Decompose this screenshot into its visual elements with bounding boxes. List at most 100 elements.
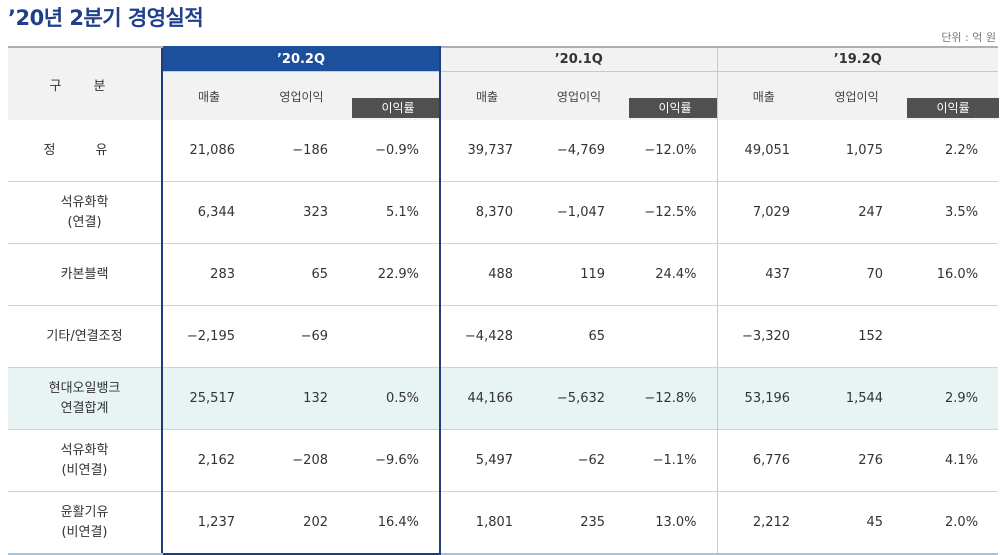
table-row: 석유화학 (연결) 6,344 323 5.1% 8,370 −1,047 −12.5% 7,0…	[8, 181, 999, 244]
table-cell: −3,320	[717, 305, 811, 368]
table-cell: −2,195	[161, 305, 255, 368]
row-label-line: 석유화학	[60, 194, 109, 210]
sub-header-margin: 이익률	[348, 71, 444, 120]
table-cell: 25,517	[161, 367, 255, 430]
row-label-line: 윤활기유	[60, 504, 109, 520]
sub-header-margin: 이익률	[903, 71, 1000, 120]
table-cell: 2.9%	[903, 367, 999, 430]
table-cell: 70	[810, 243, 904, 306]
row-label-line: 기타/연결조정	[46, 328, 123, 344]
sub-header-sales: 매출	[440, 71, 534, 120]
table-cell: 16.0%	[903, 243, 999, 306]
table-cell: −62	[533, 429, 626, 492]
period-header-2020q1: ’20.1Q	[440, 46, 718, 72]
table-cell: 5,497	[440, 429, 534, 492]
table-cell: 2.0%	[903, 491, 999, 555]
table-cell: −4,428	[440, 305, 534, 368]
row-label-line: (비연결)	[61, 524, 108, 540]
table-cell: 65	[533, 305, 626, 368]
table-cell	[348, 305, 442, 368]
table-cell: 4.1%	[903, 429, 999, 492]
sub-header-operating-profit: 영업이익	[255, 71, 348, 120]
table-row: 석유화학 (비연결) 2,162 −208 −9.6% 5,497 −62 −1.1% 6,77…	[8, 429, 999, 492]
table-cell: 6,344	[161, 181, 255, 244]
page-title: ’20년 2분기 경영실적	[8, 6, 204, 30]
row-label-line: (연결)	[67, 214, 102, 230]
table-cell: 8,370	[440, 181, 534, 244]
table-cell: 488	[440, 243, 534, 306]
sub-header-sales: 매출	[717, 71, 811, 120]
table-cell: 1,237	[161, 491, 255, 555]
table-cell: 247	[810, 181, 904, 244]
table-cell: −5,632	[533, 367, 626, 430]
table-cell: 119	[533, 243, 626, 306]
table-cell: 53,196	[717, 367, 811, 430]
table-row: 윤활기유 (비연결) 1,237 202 16.4% 1,801 235 13.0% 2,212…	[8, 491, 999, 555]
table-cell: 1,544	[810, 367, 904, 430]
table-cell: 13.0%	[625, 491, 718, 555]
table-cell: −9.6%	[348, 429, 442, 492]
table-cell: −12.8%	[625, 367, 718, 430]
table-cell: 6,776	[717, 429, 811, 492]
row-label-line: 현대오일뱅크	[48, 380, 121, 396]
margin-label: 이익률	[907, 98, 1000, 118]
row-label-line: 석유화학	[60, 442, 109, 458]
row-label-line: 정 유	[43, 142, 126, 158]
row-label: 정 유	[8, 120, 163, 182]
table-row: 정 유 21,086 −186 −0.9% 39,737 −4,769 −12.0% 49,0…	[8, 120, 999, 182]
category-header: 구 분	[8, 46, 163, 120]
sub-header-operating-profit: 영업이익	[533, 71, 626, 120]
table-cell: 65	[255, 243, 348, 306]
table-cell: −208	[255, 429, 348, 492]
unit-label: 단위 : 억 원	[941, 31, 996, 44]
sub-header-operating-profit: 영업이익	[810, 71, 904, 120]
period-header-2020q2: ’20.2Q	[160, 46, 442, 72]
table-row: 카본블랙 283 65 22.9% 488 119 24.4% 437 70 16.0%	[8, 243, 999, 306]
table-cell: 235	[533, 491, 626, 555]
table-cell: −12.5%	[625, 181, 718, 244]
table-cell: 1,801	[440, 491, 534, 555]
table-cell	[903, 305, 999, 368]
table-row: 현대오일뱅크 연결합계 25,517 132 0.5% 44,166 −5,632 −12.8…	[8, 367, 999, 430]
table-cell: −0.9%	[348, 120, 442, 182]
table-cell: 21,086	[161, 120, 255, 182]
table-cell: −4,769	[533, 120, 626, 182]
row-label: 기타/연결조정	[8, 305, 163, 368]
table-cell: 39,737	[440, 120, 534, 182]
table-cell: −69	[255, 305, 348, 368]
table-cell: −12.0%	[625, 120, 718, 182]
row-label: 석유화학 (연결)	[8, 181, 163, 244]
table-cell: 5.1%	[348, 181, 442, 244]
table-cell: 437	[717, 243, 811, 306]
sub-header-margin: 이익률	[625, 71, 722, 120]
table-cell: 202	[255, 491, 348, 555]
table-cell: 2,212	[717, 491, 811, 555]
table-cell: 323	[255, 181, 348, 244]
table-cell: 2.2%	[903, 120, 999, 182]
table-cell: 16.4%	[348, 491, 442, 555]
table-cell: 22.9%	[348, 243, 442, 306]
period-header-2019q2: ’19.2Q	[717, 46, 999, 72]
table-cell: −1.1%	[625, 429, 718, 492]
table-cell: 7,029	[717, 181, 811, 244]
row-label: 윤활기유 (비연결)	[8, 491, 163, 555]
table-cell: 0.5%	[348, 367, 442, 430]
sub-header-sales: 매출	[161, 71, 255, 120]
table-cell: 152	[810, 305, 904, 368]
row-label: 석유화학 (비연결)	[8, 429, 163, 492]
table-cell: 45	[810, 491, 904, 555]
table-row: 기타/연결조정 −2,195 −69 −4,428 65 −3,320 152	[8, 305, 999, 368]
table-cell: −186	[255, 120, 348, 182]
margin-label: 이익률	[352, 98, 444, 118]
table-cell: 276	[810, 429, 904, 492]
table-cell: 24.4%	[625, 243, 718, 306]
margin-label: 이익률	[629, 98, 722, 118]
row-label-line: 연결합계	[60, 400, 109, 416]
table-cell: 2,162	[161, 429, 255, 492]
row-label-line: 카본블랙	[60, 266, 109, 282]
row-label: 카본블랙	[8, 243, 163, 306]
table-cell: 49,051	[717, 120, 811, 182]
row-label-line: (비연결)	[61, 462, 108, 478]
table-cell	[625, 305, 718, 368]
